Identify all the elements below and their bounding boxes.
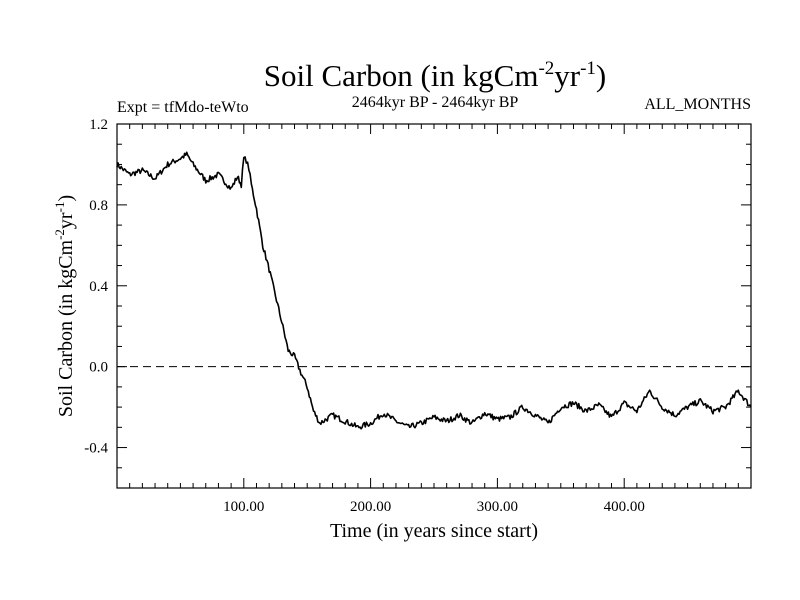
x-tick-labels: 100.00 200.00 300.00 400.00: [223, 499, 645, 515]
y-tick-label: 1.2: [89, 117, 108, 133]
y-axis-label: Soil Carbon (in kgCm-2yr-1): [52, 195, 77, 417]
y-tick-labels: -0.4 0.0 0.4 0.8 1.2: [84, 117, 108, 457]
chart-title: Soil Carbon (in kgCm-2yr-1): [264, 58, 607, 93]
x-tick-label: 300.00: [477, 499, 518, 515]
x-minor-ticks: [129, 124, 739, 488]
x-tick-label: 200.00: [350, 499, 391, 515]
y-tick-label: 0.8: [89, 198, 108, 214]
x-major-ticks: [243, 124, 625, 488]
y-tick-label: 0.0: [89, 360, 108, 376]
y-tick-label: 0.4: [89, 279, 108, 295]
period-label: 2464kyr BP - 2464kyr BP: [352, 94, 519, 111]
x-tick-label: 100.00: [223, 499, 264, 515]
y-tick-label: -0.4: [84, 441, 108, 457]
experiment-label: Expt = tfMdo-teWto: [117, 99, 249, 116]
x-axis-label: Time (in years since start): [330, 520, 538, 542]
months-label: ALL_MONTHS: [644, 96, 751, 113]
x-tick-label: 400.00: [604, 499, 645, 515]
soil-carbon-series-line: [116, 151, 752, 430]
